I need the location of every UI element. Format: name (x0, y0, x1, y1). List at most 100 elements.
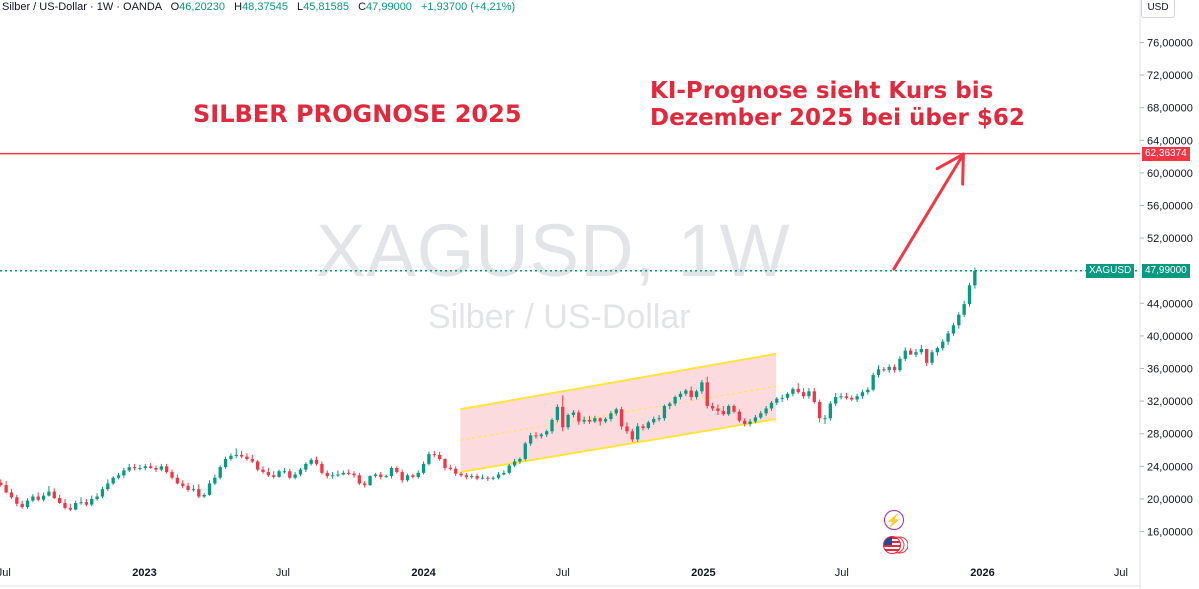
candle-body (63, 503, 67, 508)
candle-body (207, 483, 212, 495)
candle-body (732, 406, 736, 412)
y-tick-label: 56,00000 (1147, 200, 1193, 212)
candle-body (320, 463, 324, 473)
candle-body (502, 472, 506, 475)
y-tick-label: 44,00000 (1147, 298, 1193, 310)
candle-body (272, 475, 276, 477)
candle-body (52, 491, 56, 499)
candle-body (229, 455, 233, 459)
candle-body (480, 477, 485, 479)
candle-body (111, 477, 115, 484)
candle-body (705, 382, 709, 407)
currency-button[interactable]: USD (1141, 0, 1175, 18)
candle-body (668, 403, 672, 407)
candle-body (652, 419, 656, 423)
candle-body (288, 471, 292, 478)
candle-body (9, 492, 14, 498)
target-price-label: 62,36374 (1145, 147, 1187, 159)
candle-body (625, 426, 629, 432)
candle-body (807, 391, 811, 397)
candle-body (898, 358, 902, 371)
x-tick-label: 2024 (411, 567, 436, 579)
candle-body (871, 375, 875, 390)
candle-body (309, 459, 313, 464)
candle-body (68, 507, 73, 510)
candle-body (817, 401, 822, 419)
candle-body (941, 341, 945, 349)
candle-body (646, 422, 651, 429)
candle-body (47, 491, 51, 496)
candle-body (571, 412, 576, 415)
candle-body (336, 474, 340, 476)
x-tick-label: Jul (0, 567, 11, 579)
candle-body (427, 454, 431, 464)
candle-body (379, 474, 383, 477)
candle-body (491, 477, 495, 479)
candle-body (400, 472, 404, 481)
y-tick-label: 52,00000 (1147, 233, 1193, 245)
symbol-legend[interactable]: Silber / US-Dollar · 1W · OANDA O46,2023… (2, 1, 515, 13)
candle-body (823, 418, 827, 420)
candle-body (887, 366, 891, 371)
candle-body (876, 369, 881, 376)
channel-upper-line (460, 352, 777, 411)
y-tick-label: 20,00000 (1147, 494, 1193, 506)
candle-body (202, 494, 206, 497)
candle-body (127, 467, 131, 471)
candle-body (967, 285, 972, 305)
chart-title: SILBER PROGNOSE 2025 (193, 100, 522, 128)
candle-body (432, 454, 436, 456)
current-symbol-tag: XAGUSD (1086, 263, 1135, 278)
candle-body (780, 397, 784, 399)
candle-body (41, 495, 46, 500)
candle-body (154, 467, 158, 470)
candle-body (946, 333, 950, 342)
candle-body (352, 473, 356, 476)
candle-body (293, 474, 297, 478)
candle-body (346, 472, 351, 474)
y-tick-label: 64,00000 (1147, 135, 1193, 147)
candle-body (57, 498, 62, 504)
candle-body (662, 406, 667, 419)
candle-body (325, 472, 329, 477)
candle-body (614, 409, 618, 414)
us-flag-icon[interactable] (880, 534, 908, 556)
candle-body (919, 348, 923, 353)
lightning-icon[interactable]: ⚡ (884, 510, 904, 530)
symbol-info[interactable]: Silber / US-Dollar · 1W · OANDA (2, 1, 162, 13)
candle-body (609, 413, 613, 420)
candle-body (395, 467, 399, 473)
candle-body (534, 435, 538, 437)
candle-body (641, 426, 645, 429)
x-tick-label: 2023 (132, 567, 156, 579)
candle-body (518, 458, 522, 462)
candle-body (470, 476, 474, 478)
candle-body (748, 421, 752, 424)
candle-body (314, 459, 319, 464)
candle-body (443, 458, 447, 468)
candle-body (496, 474, 501, 478)
candle-body (866, 389, 870, 393)
y-tick-label: 36,00000 (1147, 364, 1193, 376)
candle-body (791, 388, 795, 394)
candle-body (250, 458, 254, 462)
candle-body (550, 419, 554, 432)
x-tick-label: Jul (835, 567, 849, 579)
x-tick-label: Jul (276, 567, 290, 579)
y-tick-label: 76,00000 (1147, 37, 1193, 49)
candle-body (764, 408, 768, 414)
x-tick-label: 2025 (691, 567, 715, 579)
candle-body (138, 467, 142, 469)
candle-body (464, 475, 469, 477)
candle-body (796, 388, 800, 393)
y-tick-label: 28,00000 (1147, 429, 1193, 441)
candle-body (277, 471, 281, 477)
candle-body (908, 350, 913, 355)
candle-body (218, 467, 222, 478)
y-tick-label: 32,00000 (1147, 396, 1193, 408)
target-price-tag: 62,36374 (1142, 146, 1190, 161)
candle-body (694, 391, 699, 398)
candle-body (181, 483, 185, 486)
